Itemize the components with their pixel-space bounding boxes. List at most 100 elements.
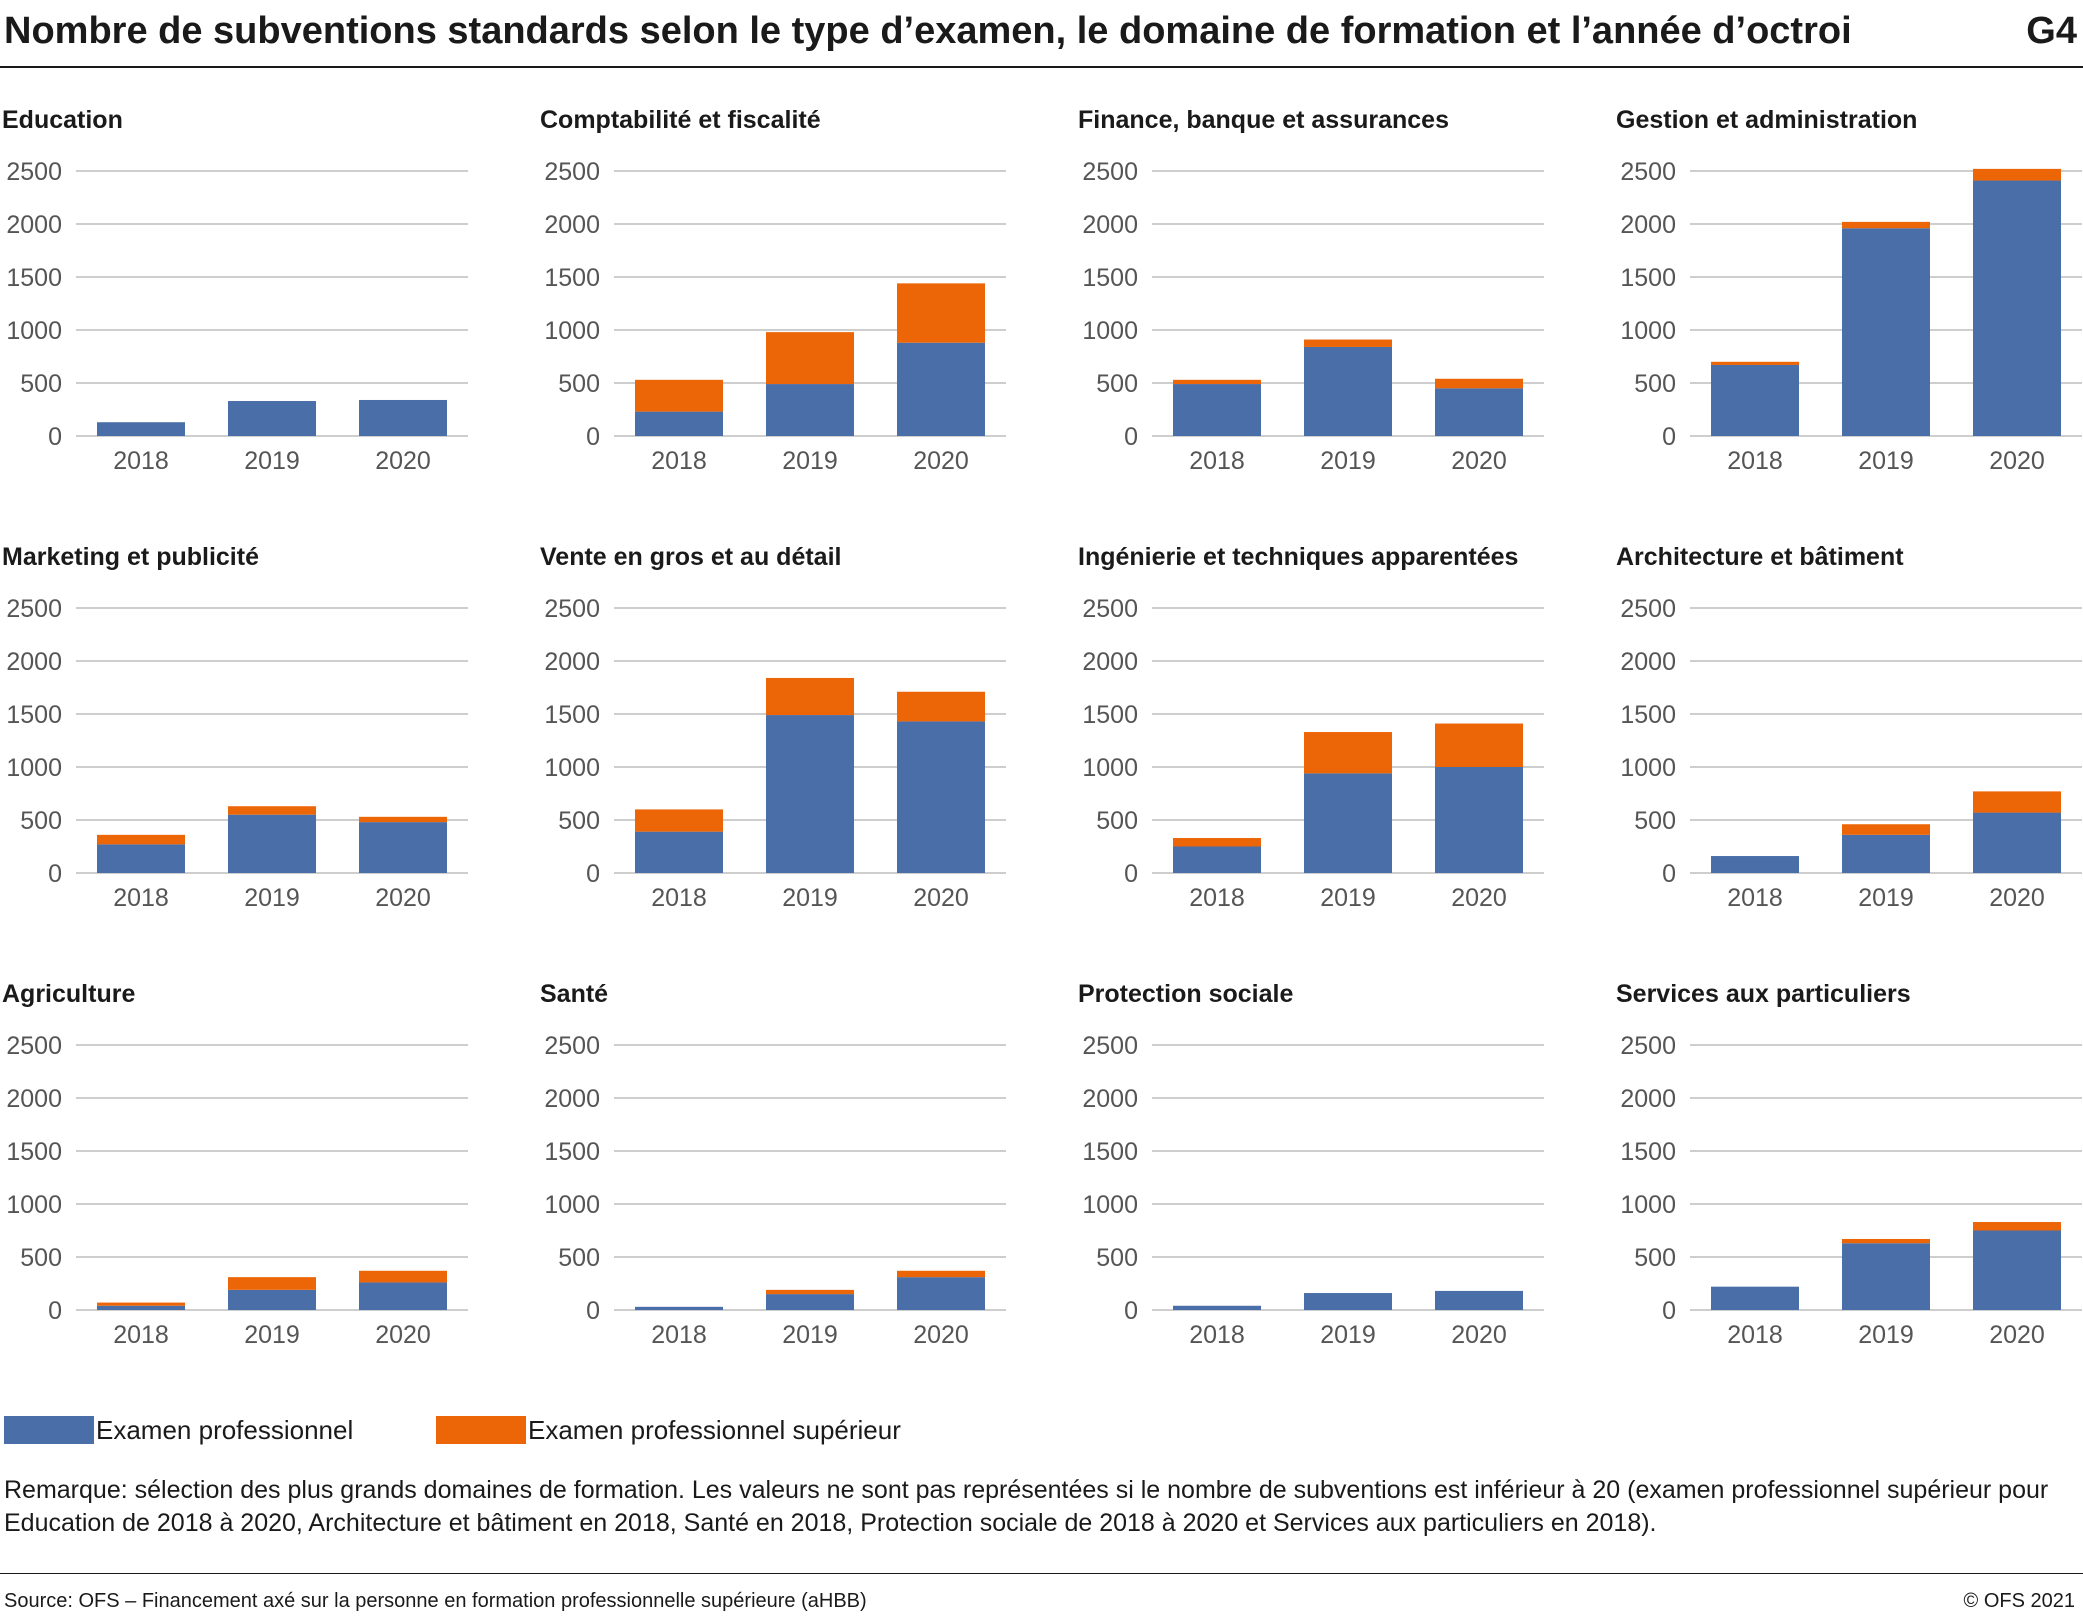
x-tick-label: 2019	[782, 1321, 838, 1349]
y-tick-label: 1500	[1620, 701, 1676, 729]
y-tick-label: 500	[1634, 1244, 1676, 1272]
x-tick-label: 2018	[651, 1321, 707, 1349]
bar-examen-professionnel	[1842, 228, 1930, 436]
legend-swatch-orange	[436, 1416, 526, 1444]
x-tick-label: 2018	[113, 447, 169, 475]
bar-examen-professionnel	[359, 822, 447, 873]
bar-examen-professionnel	[1435, 388, 1523, 436]
bar-examen-professionnel	[1973, 812, 2061, 873]
source-line: Source: OFS – Financement axé sur la per…	[4, 1590, 867, 1612]
y-tick-label: 2000	[1620, 648, 1676, 676]
bar-examen-professionnel	[1173, 846, 1261, 873]
bar-examen-professionnel-superieur	[1973, 1222, 2061, 1231]
bar-examen-professionnel-superieur	[97, 834, 185, 845]
x-tick-label: 2020	[913, 1321, 969, 1349]
legend-label: Examen professionnel	[96, 1415, 354, 1445]
x-tick-label: 2019	[1858, 1321, 1914, 1349]
y-tick-label: 1000	[1620, 317, 1676, 345]
x-tick-label: 2019	[1320, 1321, 1376, 1349]
bar-examen-professionnel	[1973, 180, 2061, 436]
y-tick-label: 0	[1662, 1297, 1676, 1325]
x-tick-label: 2018	[113, 884, 169, 912]
y-tick-label: 0	[1124, 423, 1138, 451]
y-tick-label: 0	[586, 1297, 600, 1325]
copyright: © OFS 2021	[1963, 1590, 2075, 1612]
bar-examen-professionnel	[1304, 346, 1392, 436]
x-tick-label: 2020	[1989, 884, 2045, 912]
y-tick-label: 500	[1096, 1244, 1138, 1272]
x-tick-label: 2020	[375, 884, 431, 912]
figure-number-badge: G4	[2026, 10, 2077, 52]
y-tick-label: 1500	[1620, 1138, 1676, 1166]
y-tick-label: 1500	[1082, 1138, 1138, 1166]
bar-examen-professionnel	[1711, 856, 1799, 873]
y-tick-label: 1000	[1620, 754, 1676, 782]
bar-examen-professionnel	[97, 844, 185, 873]
y-tick-label: 2500	[544, 1032, 600, 1060]
bar-examen-professionnel-superieur	[766, 677, 854, 716]
y-tick-label: 1000	[1082, 317, 1138, 345]
y-tick-label: 500	[558, 370, 600, 398]
y-tick-label: 2500	[1620, 595, 1676, 623]
panel-title: Gestion et administration	[1616, 106, 1917, 134]
panel-title: Comptabilité et fiscalité	[540, 106, 821, 134]
bar-examen-professionnel-superieur	[97, 1302, 185, 1306]
bar-examen-professionnel	[766, 715, 854, 873]
y-tick-label: 1500	[6, 264, 62, 292]
bottom-rule	[0, 1573, 2083, 1574]
x-tick-label: 2020	[1989, 447, 2045, 475]
x-tick-label: 2019	[1320, 884, 1376, 912]
bar-examen-professionnel	[766, 1294, 854, 1310]
y-tick-label: 2000	[6, 211, 62, 239]
x-tick-label: 2018	[1189, 447, 1245, 475]
bar-examen-professionnel-superieur	[766, 1289, 854, 1295]
y-tick-label: 500	[20, 370, 62, 398]
bar-examen-professionnel	[1173, 384, 1261, 436]
bar-examen-professionnel-superieur	[359, 1270, 447, 1283]
y-tick-label: 1000	[1082, 1191, 1138, 1219]
y-tick-label: 2500	[1082, 595, 1138, 623]
legend-swatch-blue	[4, 1416, 94, 1444]
bar-examen-professionnel-superieur	[1435, 723, 1523, 767]
y-tick-label: 2000	[544, 648, 600, 676]
legend-label: Examen professionnel supérieur	[528, 1415, 901, 1445]
x-tick-label: 2020	[913, 447, 969, 475]
x-tick-label: 2020	[375, 447, 431, 475]
y-tick-label: 1500	[544, 1138, 600, 1166]
y-tick-label: 1500	[1620, 264, 1676, 292]
x-tick-label: 2020	[1451, 884, 1507, 912]
y-tick-label: 1500	[1082, 701, 1138, 729]
y-tick-label: 1500	[544, 264, 600, 292]
x-tick-label: 2019	[1320, 447, 1376, 475]
panel-title: Education	[2, 106, 123, 134]
bar-examen-professionnel-superieur	[897, 691, 985, 722]
x-tick-label: 2018	[1727, 884, 1783, 912]
bar-examen-professionnel-superieur	[228, 1277, 316, 1290]
panel-title: Vente en gros et au détail	[540, 543, 841, 571]
y-tick-label: 1000	[6, 754, 62, 782]
top-rule	[0, 66, 2083, 68]
y-tick-label: 2000	[544, 1085, 600, 1113]
bar-examen-professionnel	[1304, 1293, 1392, 1310]
bar-examen-professionnel	[228, 401, 316, 436]
y-tick-label: 1000	[544, 1191, 600, 1219]
y-tick-label: 2500	[6, 595, 62, 623]
y-tick-label: 500	[20, 807, 62, 835]
y-tick-label: 0	[1124, 860, 1138, 888]
y-tick-label: 1000	[1082, 754, 1138, 782]
bar-examen-professionnel-superieur	[897, 283, 985, 343]
x-tick-label: 2018	[1727, 1321, 1783, 1349]
y-tick-label: 500	[558, 807, 600, 835]
x-tick-label: 2020	[375, 1321, 431, 1349]
y-tick-label: 0	[586, 423, 600, 451]
bar-examen-professionnel-superieur	[635, 379, 723, 412]
y-tick-label: 500	[1634, 807, 1676, 835]
bar-examen-professionnel	[1173, 1305, 1261, 1310]
x-tick-label: 2018	[1189, 1321, 1245, 1349]
bar-examen-professionnel-superieur	[1304, 339, 1392, 347]
y-tick-label: 2500	[1620, 1032, 1676, 1060]
x-tick-label: 2019	[1858, 447, 1914, 475]
bar-examen-professionnel-superieur	[359, 816, 447, 823]
y-tick-label: 2000	[1082, 648, 1138, 676]
x-tick-label: 2019	[244, 447, 300, 475]
